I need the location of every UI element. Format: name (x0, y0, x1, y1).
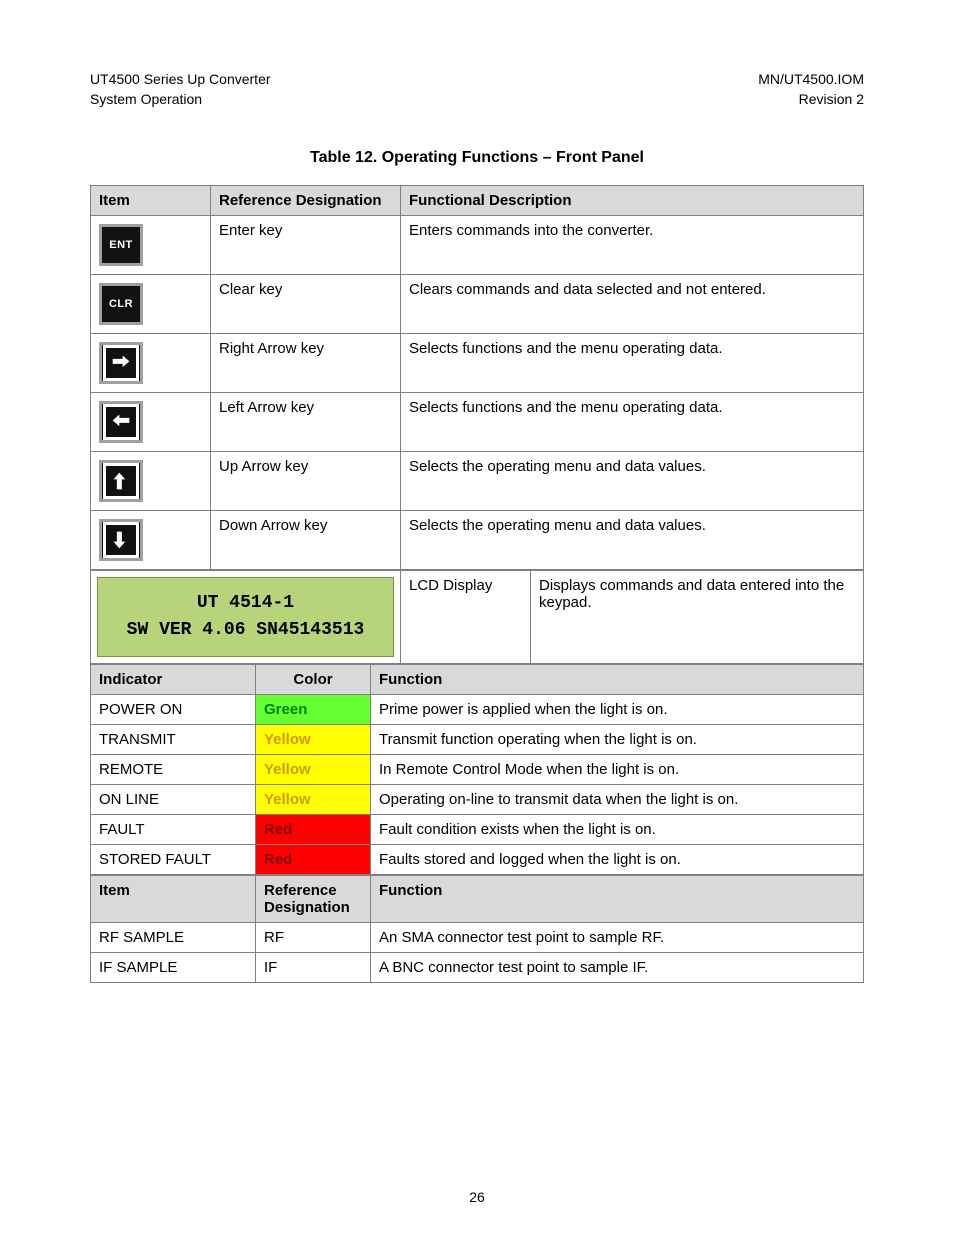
item-cell (91, 393, 211, 452)
item-cell: ENT (91, 216, 211, 275)
color-cell: Green (256, 695, 371, 725)
table-row: ENT Enter keyEnters commands into the con… (91, 216, 864, 275)
item-cell (91, 511, 211, 570)
table-row: RF SAMPLERFAn SMA connector test point t… (91, 923, 864, 953)
table-caption: Table 12. Operating Functions – Front Pa… (90, 149, 864, 167)
col-ref3: Reference Designation (256, 876, 371, 923)
lcd-cell: UT 4514-1 SW VER 4.06 SN45143513 (91, 571, 401, 664)
func-cell: A BNC connector test point to sample IF. (371, 953, 864, 983)
header-right: MN/UT4500.IOM Revision 2 (758, 70, 864, 109)
ref-cell: Left Arrow key (211, 393, 401, 452)
table-row: Left Arrow keySelects functions and the … (91, 393, 864, 452)
lcd-row: UT 4514-1 SW VER 4.06 SN45143513 LCD Dis… (91, 571, 864, 664)
key-ent-icon: ENT (99, 224, 143, 266)
table-header-row-2: Indicator Color Function (91, 665, 864, 695)
key-left-arrow-icon (99, 401, 143, 443)
func-cell: An SMA connector test point to sample RF… (371, 923, 864, 953)
col-function: Function (371, 665, 864, 695)
desc-cell: Selects functions and the menu operating… (401, 393, 864, 452)
operating-functions-table: Item Reference Designation Functional De… (90, 185, 864, 570)
table-row: Up Arrow keySelects the operating menu a… (91, 452, 864, 511)
table-row: FAULTRedFault condition exists when the … (91, 815, 864, 845)
color-cell: Yellow (256, 755, 371, 785)
key-down-arrow-icon (99, 519, 143, 561)
table-header-row-3: Item Reference Designation Function (91, 876, 864, 923)
func-cell: Transmit function operating when the lig… (371, 725, 864, 755)
desc-cell: Selects the operating menu and data valu… (401, 452, 864, 511)
desc-cell: Selects functions and the menu operating… (401, 334, 864, 393)
ref-cell: Enter key (211, 216, 401, 275)
col-color: Color (256, 665, 371, 695)
item-cell (91, 334, 211, 393)
lcd-ref: LCD Display (401, 571, 531, 664)
col-func3: Function (371, 876, 864, 923)
table-row: REMOTEYellowIn Remote Control Mode when … (91, 755, 864, 785)
col-item3: Item (91, 876, 256, 923)
table-row: Right Arrow keySelects functions and the… (91, 334, 864, 393)
table-row: TRANSMITYellowTransmit function operatin… (91, 725, 864, 755)
item-cell: CLR (91, 275, 211, 334)
desc-cell: Selects the operating menu and data valu… (401, 511, 864, 570)
header-left: UT4500 Series Up Converter System Operat… (90, 70, 271, 109)
color-cell: Yellow (256, 785, 371, 815)
table-row: ON LINEYellowOperating on-line to transm… (91, 785, 864, 815)
indicator-cell: FAULT (91, 815, 256, 845)
header-right-line2: Revision 2 (799, 91, 864, 107)
lcd-row-table: UT 4514-1 SW VER 4.06 SN45143513 LCD Dis… (90, 570, 864, 664)
func-cell: Fault condition exists when the light is… (371, 815, 864, 845)
indicator-cell: ON LINE (91, 785, 256, 815)
indicator-cell: REMOTE (91, 755, 256, 785)
table-row: STORED FAULTRedFaults stored and logged … (91, 845, 864, 875)
col-ref: Reference Designation (211, 186, 401, 216)
ref-cell: Right Arrow key (211, 334, 401, 393)
table-row: Down Arrow keySelects the operating menu… (91, 511, 864, 570)
ref-cell: Down Arrow key (211, 511, 401, 570)
lcd-desc: Displays commands and data entered into … (531, 571, 864, 664)
ref-cell: Clear key (211, 275, 401, 334)
indicator-cell: STORED FAULT (91, 845, 256, 875)
func-cell: Faults stored and logged when the light … (371, 845, 864, 875)
item-cell: IF SAMPLE (91, 953, 256, 983)
func-cell: Operating on-line to transmit data when … (371, 785, 864, 815)
ref-cell: IF (256, 953, 371, 983)
color-cell: Yellow (256, 725, 371, 755)
sample-table: Item Reference Designation Function RF S… (90, 875, 864, 983)
table-row: CLR Clear keyClears commands and data sel… (91, 275, 864, 334)
header-left-line1: UT4500 Series Up Converter (90, 71, 271, 87)
key-right-arrow-icon (99, 342, 143, 384)
func-cell: Prime power is applied when the light is… (371, 695, 864, 725)
table-header-row-1: Item Reference Designation Functional De… (91, 186, 864, 216)
col-item: Item (91, 186, 211, 216)
key-clr-icon: CLR (99, 283, 143, 325)
col-desc: Functional Description (401, 186, 864, 216)
page: UT4500 Series Up Converter System Operat… (0, 0, 954, 1235)
indicator-cell: POWER ON (91, 695, 256, 725)
color-cell: Red (256, 845, 371, 875)
desc-cell: Clears commands and data selected and no… (401, 275, 864, 334)
desc-cell: Enters commands into the converter. (401, 216, 864, 275)
page-number: 26 (0, 1189, 954, 1205)
item-cell (91, 452, 211, 511)
func-cell: In Remote Control Mode when the light is… (371, 755, 864, 785)
indicator-cell: TRANSMIT (91, 725, 256, 755)
lcd-line2: SW VER 4.06 SN45143513 (127, 620, 365, 640)
color-cell: Red (256, 815, 371, 845)
lcd-line1: UT 4514-1 (197, 593, 294, 613)
item-cell: RF SAMPLE (91, 923, 256, 953)
page-header: UT4500 Series Up Converter System Operat… (90, 70, 864, 109)
key-up-arrow-icon (99, 460, 143, 502)
table-row: POWER ONGreenPrime power is applied when… (91, 695, 864, 725)
indicator-table: Indicator Color Function POWER ONGreenPr… (90, 664, 864, 875)
ref-cell: RF (256, 923, 371, 953)
header-left-line2: System Operation (90, 91, 202, 107)
header-right-line1: MN/UT4500.IOM (758, 71, 864, 87)
col-indicator: Indicator (91, 665, 256, 695)
table-row: IF SAMPLEIFA BNC connector test point to… (91, 953, 864, 983)
lcd-display: UT 4514-1 SW VER 4.06 SN45143513 (97, 577, 394, 657)
ref-cell: Up Arrow key (211, 452, 401, 511)
